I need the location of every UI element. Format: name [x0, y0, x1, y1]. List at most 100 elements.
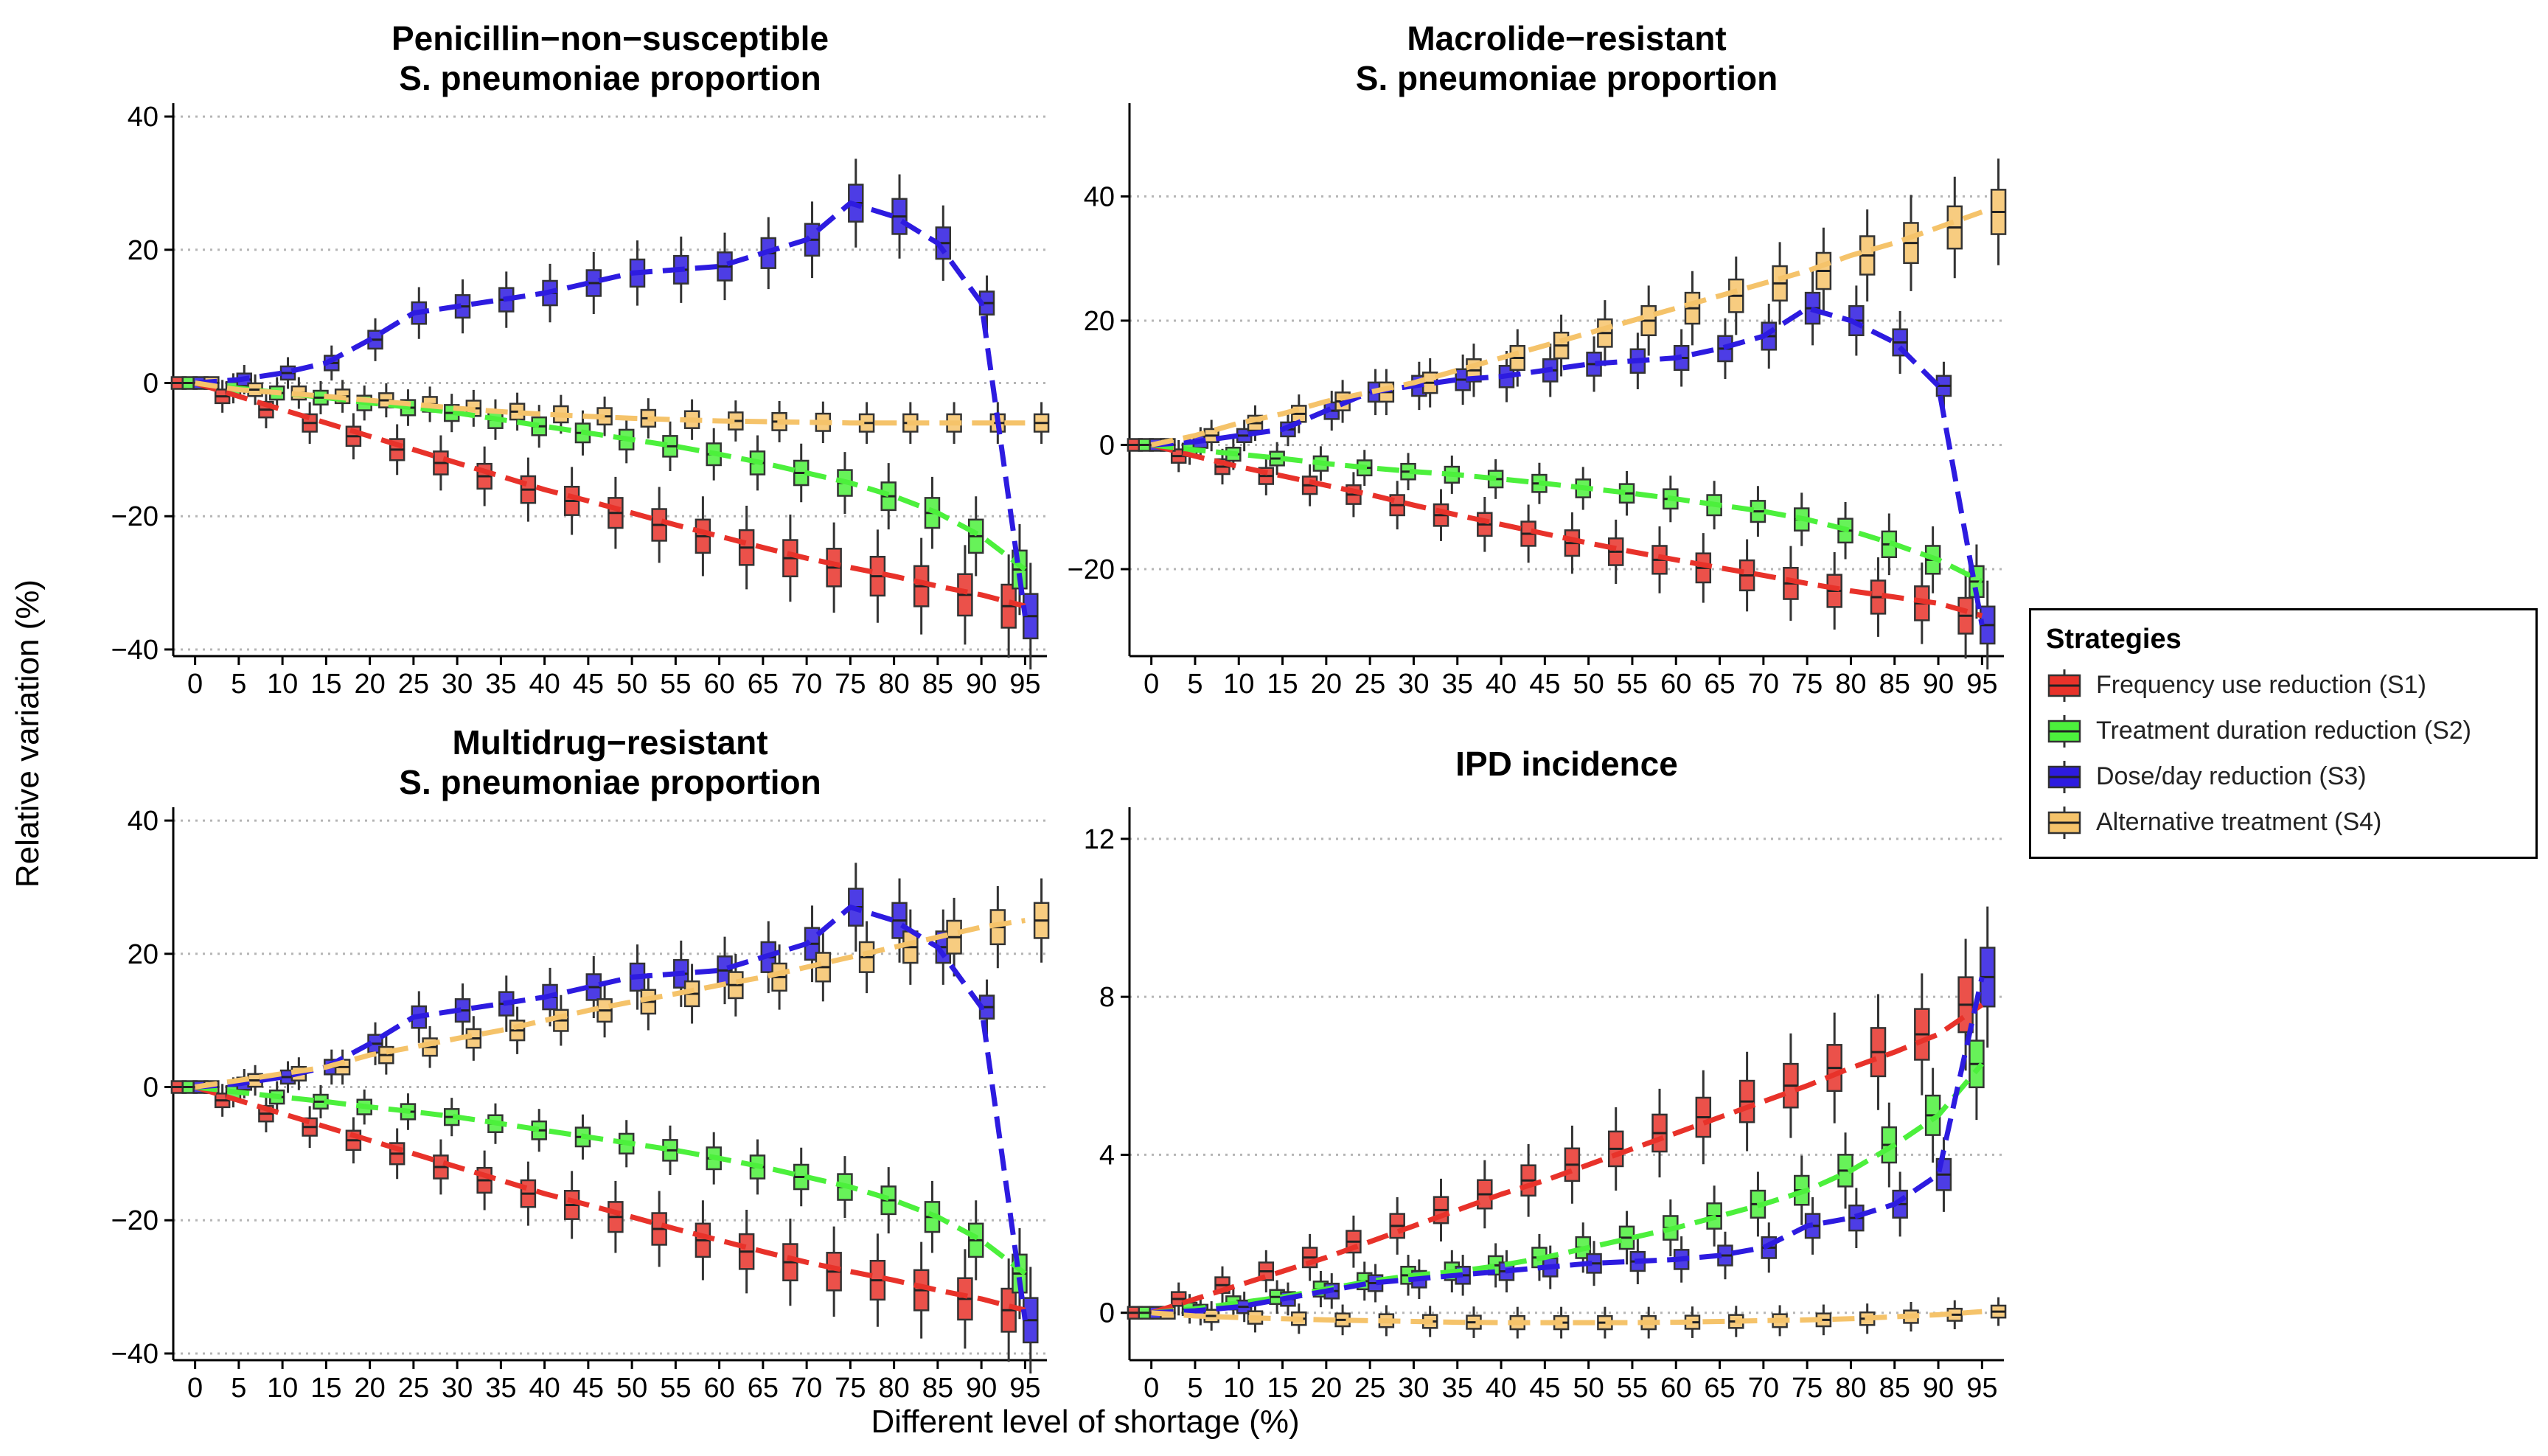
y-tick-label: 0	[143, 369, 159, 400]
x-tick-label: 75	[1792, 669, 1823, 700]
x-tick-label: 35	[1442, 1373, 1473, 1404]
x-tick-label: 45	[573, 669, 604, 700]
legend-label-s3: Dose/day reduction (S3)	[2096, 762, 2367, 790]
x-tick-label: 55	[660, 669, 691, 700]
series-line	[1151, 442, 1983, 585]
x-tick-label: 70	[1748, 1373, 1779, 1404]
y-tick-label: −40	[111, 635, 159, 666]
legend-item-s4: Alternative treatment (S4)	[2046, 804, 2533, 842]
x-tick-label: 95	[1966, 669, 1997, 700]
x-tick-label: 35	[485, 1373, 516, 1404]
x-tick-label: 80	[878, 669, 909, 700]
y-tick-label: 0	[1099, 430, 1115, 461]
x-tick-label: 60	[703, 1373, 734, 1404]
x-tick-label: 20	[354, 1373, 385, 1404]
y-tick-label: 40	[128, 806, 159, 837]
legend-label-s1: Frequency use reduction (S1)	[2096, 671, 2426, 699]
y-tick-label: −20	[1068, 554, 1115, 585]
x-tick-label: 35	[485, 669, 516, 700]
series-line	[1151, 305, 1985, 626]
legend-label-s4: Alternative treatment (S4)	[2096, 808, 2382, 836]
x-tick-label: 85	[1879, 1373, 1910, 1404]
x-tick-label: 0	[187, 669, 203, 700]
x-tick-label: 75	[1792, 1373, 1823, 1404]
x-tick-label: 50	[616, 1373, 647, 1404]
x-tick-label: 0	[187, 1373, 203, 1404]
x-tick-label: 65	[1704, 1373, 1735, 1404]
x-tick-label: 40	[1486, 1373, 1517, 1404]
x-tick-label: 5	[231, 669, 246, 700]
x-tick-label: 30	[442, 669, 473, 700]
x-tick-label: 15	[1267, 1373, 1298, 1404]
series-line	[195, 380, 1026, 426]
x-tick-label: 0	[1144, 1373, 1159, 1404]
series-line	[1150, 209, 1983, 447]
x-tick-label: 20	[1311, 669, 1342, 700]
series-line	[1151, 1309, 1983, 1326]
x-tick-label: 65	[1704, 669, 1735, 700]
panel-title-line: S. pneumoniae proportion	[399, 59, 821, 97]
legend-key-s3	[2047, 761, 2081, 793]
panel-title-line: S. pneumoniae proportion	[1356, 59, 1778, 97]
x-tick-label: 60	[703, 669, 734, 700]
x-tick-label: 45	[1529, 669, 1560, 700]
x-tick-label: 80	[878, 1373, 909, 1404]
legend: Strategies Frequency use reduction (S1) …	[2029, 608, 2538, 859]
x-tick-label: 40	[1486, 669, 1517, 700]
x-tick-label: 90	[1923, 669, 1954, 700]
x-tick-label: 95	[1966, 1373, 1997, 1404]
series-line	[194, 380, 1026, 609]
series-line	[195, 918, 1026, 1090]
x-tick-label: 70	[791, 1373, 822, 1404]
x-tick-label: 45	[573, 1373, 604, 1404]
panel-title-line: S. pneumoniae proportion	[399, 763, 821, 801]
legend-key-s1	[2047, 669, 2081, 702]
x-tick-label: 50	[616, 669, 647, 700]
x-tick-label: 20	[354, 669, 385, 700]
y-axis-label: Relative variation (%)	[10, 579, 46, 888]
x-tick-label: 70	[791, 669, 822, 700]
series-line	[1150, 442, 1983, 619]
x-axis-label: Different level of shortage (%)	[871, 1404, 1299, 1440]
x-tick-label: 30	[1398, 1373, 1429, 1404]
series-line	[195, 1084, 1027, 1276]
x-tick-label: 15	[310, 1373, 341, 1404]
y-tick-label: 20	[1084, 306, 1115, 337]
y-tick-label: −20	[111, 1205, 159, 1236]
x-tick-label: 25	[1354, 1373, 1385, 1404]
x-tick-label: 15	[1267, 669, 1298, 700]
x-tick-label: 65	[748, 1373, 779, 1404]
x-tick-label: 80	[1835, 1373, 1866, 1404]
x-tick-label: 5	[1187, 1373, 1202, 1404]
panel-title-line: IPD incidence	[1455, 745, 1678, 783]
y-tick-label: 20	[128, 939, 159, 970]
x-tick-label: 10	[267, 669, 298, 700]
panel-title-line: Macrolide−resistant	[1407, 19, 1726, 58]
x-tick-label: 90	[966, 669, 997, 700]
x-tick-label: 5	[231, 1373, 246, 1404]
x-tick-label: 90	[1923, 1373, 1954, 1404]
x-tick-label: 85	[922, 669, 953, 700]
y-tick-label: 20	[128, 235, 159, 266]
x-tick-label: 35	[1442, 669, 1473, 700]
x-tick-label: 75	[835, 1373, 866, 1404]
x-tick-label: 95	[1009, 1373, 1040, 1404]
y-tick-label: 0	[1099, 1298, 1115, 1329]
legend-item-s3: Dose/day reduction (S3)	[2046, 758, 2533, 796]
y-tick-label: 4	[1099, 1140, 1115, 1171]
series-line	[195, 201, 1028, 617]
y-tick-label: −20	[111, 501, 159, 532]
x-tick-label: 25	[1354, 669, 1385, 700]
x-tick-label: 80	[1835, 669, 1866, 700]
x-tick-label: 40	[529, 669, 560, 700]
series-line	[194, 1084, 1026, 1313]
y-tick-label: 40	[128, 102, 159, 133]
x-tick-label: 25	[398, 669, 429, 700]
x-tick-label: 65	[748, 669, 779, 700]
legend-item-s1: Frequency use reduction (S1)	[2046, 666, 2533, 705]
x-tick-label: 45	[1529, 1373, 1560, 1404]
